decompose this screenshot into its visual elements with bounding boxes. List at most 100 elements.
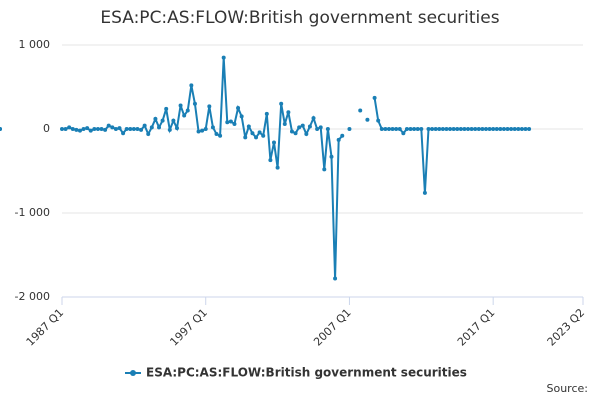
data-point <box>297 125 302 130</box>
data-point <box>358 108 363 113</box>
data-point <box>386 127 391 131</box>
data-point <box>0 127 2 131</box>
data-point <box>275 165 280 170</box>
data-point <box>437 127 442 131</box>
data-point <box>142 123 147 128</box>
data-point <box>383 127 388 131</box>
data-point <box>196 129 201 134</box>
data-point <box>440 127 445 131</box>
data-point <box>372 95 377 100</box>
data-point <box>376 118 381 123</box>
data-point <box>286 110 291 115</box>
data-point <box>113 127 118 131</box>
data-point <box>462 127 467 131</box>
data-point <box>300 123 305 128</box>
data-point <box>232 121 237 126</box>
data-point <box>505 127 510 131</box>
data-point <box>178 103 183 108</box>
data-point <box>494 127 499 131</box>
data-point <box>92 127 97 131</box>
data-point <box>444 127 449 131</box>
x-tick-label: 2007 Q1 <box>311 306 354 349</box>
data-point <box>433 127 438 131</box>
series-line <box>62 57 530 279</box>
data-point <box>347 127 352 131</box>
data-point <box>121 131 126 136</box>
data-point <box>203 127 208 131</box>
data-point <box>279 101 284 106</box>
data-point <box>458 127 463 131</box>
data-point <box>63 127 68 131</box>
data-point <box>404 127 409 131</box>
data-point <box>192 101 197 106</box>
x-tick-label: 2017 Q1 <box>455 306 498 349</box>
data-point <box>390 127 395 131</box>
data-point <box>333 276 338 281</box>
data-point <box>379 127 384 131</box>
data-point <box>264 111 269 116</box>
data-point <box>282 121 287 126</box>
data-point <box>394 127 399 131</box>
data-point <box>236 106 241 110</box>
data-point <box>189 83 194 88</box>
data-point <box>243 135 248 140</box>
y-tick-label: 1 000 <box>19 38 51 51</box>
legend-marker <box>130 370 136 376</box>
data-point <box>77 128 82 133</box>
data-point <box>509 127 514 131</box>
data-point <box>480 127 485 131</box>
data-point <box>221 55 226 60</box>
data-point <box>254 135 259 140</box>
data-point <box>422 190 427 195</box>
data-point <box>210 125 215 130</box>
data-point <box>95 127 100 131</box>
data-point <box>257 130 262 135</box>
data-point <box>174 126 179 131</box>
data-point <box>239 114 244 119</box>
data-point <box>340 133 345 138</box>
data-point <box>304 132 309 137</box>
data-point <box>448 127 453 131</box>
data-point <box>74 127 79 132</box>
data-point <box>322 167 327 172</box>
data-point <box>501 127 506 131</box>
data-point <box>325 127 330 131</box>
data-point <box>397 127 402 131</box>
data-point <box>185 108 190 113</box>
data-point <box>214 132 219 137</box>
data-point <box>246 124 251 129</box>
data-point <box>419 127 424 131</box>
data-point <box>491 127 496 131</box>
data-point <box>103 127 108 132</box>
y-tick-label: -2 000 <box>15 290 50 303</box>
data-point <box>135 127 140 131</box>
data-point <box>455 127 460 131</box>
data-point <box>146 132 151 137</box>
data-point <box>70 127 75 131</box>
data-point <box>487 127 492 131</box>
data-point <box>228 119 233 124</box>
data-point <box>124 127 129 131</box>
data-point <box>67 125 72 130</box>
data-point <box>128 127 133 131</box>
x-tick-label: 1997 Q1 <box>167 306 210 349</box>
data-point <box>469 127 474 131</box>
data-point <box>157 125 162 130</box>
data-point <box>293 131 298 136</box>
data-point <box>164 106 169 111</box>
data-point <box>160 118 165 123</box>
data-point <box>289 129 294 134</box>
data-point <box>149 125 154 130</box>
data-point <box>153 116 158 121</box>
y-tick-label: -1 000 <box>15 206 50 219</box>
data-point <box>250 131 255 136</box>
data-point <box>182 113 187 118</box>
data-point <box>200 128 205 133</box>
data-point <box>171 118 176 123</box>
data-point <box>336 137 341 142</box>
data-point <box>523 127 528 131</box>
data-point <box>512 127 517 131</box>
data-point <box>99 127 104 131</box>
data-point <box>315 127 320 131</box>
data-point <box>401 131 406 136</box>
